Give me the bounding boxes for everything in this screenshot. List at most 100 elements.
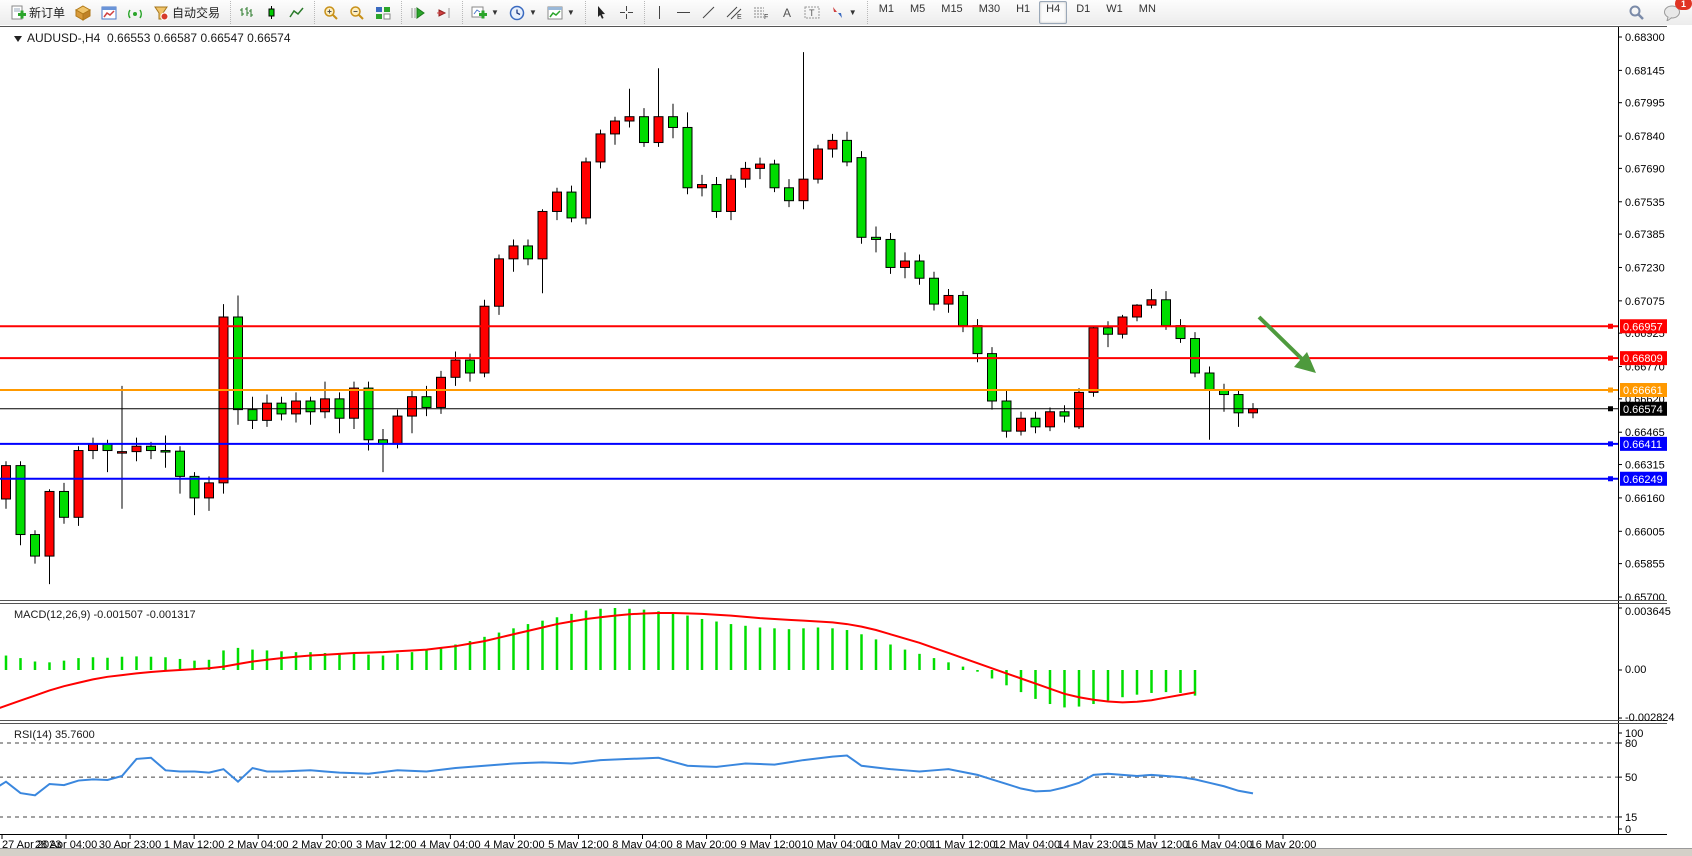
new-order-icon bbox=[10, 5, 26, 21]
horizontal-line-0.66957[interactable] bbox=[0, 323, 1618, 329]
auto-scroll-button[interactable] bbox=[405, 0, 431, 25]
svg-text:0.67690: 0.67690 bbox=[1625, 163, 1665, 175]
svg-text:0.67840: 0.67840 bbox=[1625, 131, 1665, 143]
svg-text:12 May 04:00: 12 May 04:00 bbox=[993, 839, 1060, 848]
clock-icon bbox=[509, 5, 525, 21]
svg-text:0.67385: 0.67385 bbox=[1625, 229, 1665, 241]
svg-text:0.65700: 0.65700 bbox=[1625, 592, 1665, 604]
window-bottom-edge bbox=[0, 848, 1692, 856]
svg-text:F: F bbox=[764, 14, 768, 20]
tile-windows-button[interactable] bbox=[370, 0, 396, 25]
svg-text:8 May 20:00: 8 May 20:00 bbox=[676, 839, 737, 848]
timeframe-M1[interactable]: M1 bbox=[878, 3, 894, 15]
signal-icon bbox=[127, 5, 143, 21]
arrows-icon bbox=[830, 5, 845, 20]
svg-text:0.66661: 0.66661 bbox=[1623, 385, 1663, 397]
zoom-in-button[interactable] bbox=[318, 0, 344, 25]
main-toolbar: 新订单 自动交易 ▼ ▼ ▼ bbox=[0, 0, 1692, 26]
horizontal-line-0.66411[interactable] bbox=[0, 441, 1618, 447]
price-label-0.66411: 0.66411 bbox=[1620, 436, 1667, 451]
horizontal-line-tool[interactable] bbox=[671, 0, 696, 25]
timeframe-H1[interactable]: H1 bbox=[1016, 3, 1031, 15]
svg-text:E: E bbox=[737, 14, 742, 20]
trend-arrow-annotation[interactable] bbox=[1257, 315, 1316, 373]
price-label-0.66661: 0.66661 bbox=[1620, 383, 1667, 398]
svg-text:0.66249: 0.66249 bbox=[1623, 474, 1663, 486]
bar-chart-mode-button[interactable] bbox=[234, 0, 259, 25]
rsi-panel[interactable] bbox=[0, 742, 1618, 818]
timeframe-MN[interactable]: MN bbox=[1138, 3, 1156, 15]
timeframe-M15[interactable]: M15 bbox=[941, 3, 963, 15]
chart-window-icon bbox=[101, 5, 117, 21]
timeframe-M30[interactable]: M30 bbox=[978, 3, 1001, 15]
svg-text:-0.002824: -0.002824 bbox=[1625, 712, 1675, 724]
svg-text:0.66005: 0.66005 bbox=[1625, 526, 1665, 538]
chart-symbol-header[interactable]: AUDUSD-,H4 0.66553 0.66587 0.66547 0.665… bbox=[14, 31, 291, 45]
svg-text:50: 50 bbox=[1625, 772, 1637, 784]
cube-icon bbox=[75, 4, 92, 21]
symbol-title: AUDUSD-,H4 bbox=[27, 31, 101, 45]
svg-text:0.68300: 0.68300 bbox=[1625, 32, 1665, 44]
cursor-tool-button[interactable] bbox=[589, 0, 614, 25]
text-label-tool[interactable]: T bbox=[799, 0, 825, 25]
templates-button[interactable]: ▼ bbox=[542, 0, 580, 25]
macd-panel[interactable] bbox=[0, 608, 1197, 711]
horizontal-line-0.66574[interactable] bbox=[0, 406, 1618, 412]
svg-text:30 Apr 23:00: 30 Apr 23:00 bbox=[99, 839, 161, 848]
indicators-button[interactable]: ▼ bbox=[466, 0, 504, 25]
bar-chart-icon bbox=[239, 5, 254, 20]
svg-text:1 May 12:00: 1 May 12:00 bbox=[164, 839, 225, 848]
zoom-in-icon bbox=[323, 5, 339, 21]
line-chart-mode-button[interactable] bbox=[284, 0, 309, 25]
svg-text:0.66315: 0.66315 bbox=[1625, 460, 1665, 472]
chart-canvas[interactable]: 0.68300 0.68145 0.67995 0.67840 0.67690 0.675… bbox=[0, 25, 1692, 848]
horizontal-line-0.66809[interactable] bbox=[0, 355, 1618, 361]
indicators-icon bbox=[471, 5, 488, 21]
svg-text:0.66957: 0.66957 bbox=[1623, 321, 1663, 333]
horizontal-line-0.66249[interactable] bbox=[0, 476, 1618, 482]
vertical-line-tool[interactable] bbox=[648, 0, 671, 25]
indicators-dropdown-arrow: ▼ bbox=[491, 8, 499, 17]
chart-shift-button[interactable] bbox=[431, 0, 457, 25]
zoom-out-icon bbox=[349, 5, 365, 21]
svg-text:14 May 23:00: 14 May 23:00 bbox=[1058, 839, 1125, 848]
svg-text:0.66574: 0.66574 bbox=[1623, 404, 1663, 416]
svg-text:0.65855: 0.65855 bbox=[1625, 559, 1665, 571]
chart-window-button[interactable] bbox=[96, 0, 122, 25]
periods-button[interactable]: ▼ bbox=[504, 0, 542, 25]
arrows-tool[interactable]: ▼ bbox=[825, 0, 862, 25]
candlestick-mode-button[interactable] bbox=[259, 0, 284, 25]
text-tool[interactable]: A bbox=[775, 0, 799, 25]
new-order-label: 新订单 bbox=[29, 6, 66, 20]
search-button[interactable] bbox=[1623, 0, 1650, 25]
trendline-tool[interactable] bbox=[696, 0, 721, 25]
rsi-name: RSI(14) bbox=[14, 729, 52, 741]
market-watch-button[interactable] bbox=[70, 0, 96, 25]
svg-text:0.68145: 0.68145 bbox=[1625, 65, 1665, 77]
templates-dropdown-arrow: ▼ bbox=[566, 8, 575, 17]
svg-text:0.67535: 0.67535 bbox=[1625, 197, 1665, 209]
vertical-line-icon bbox=[653, 5, 666, 20]
horizontal-line-icon bbox=[676, 6, 691, 19]
timeframe-M5[interactable]: M5 bbox=[910, 3, 926, 15]
equidistant-channel-tool[interactable]: E bbox=[721, 0, 748, 25]
svg-text:11 May 12:00: 11 May 12:00 bbox=[930, 839, 996, 848]
zoom-out-button[interactable] bbox=[344, 0, 370, 25]
timeframe-H4[interactable]: H4 bbox=[1039, 1, 1068, 24]
svg-text:0.67230: 0.67230 bbox=[1625, 262, 1665, 274]
notifications-button[interactable]: 1 bbox=[1658, 0, 1692, 25]
crosshair-tool-button[interactable] bbox=[614, 0, 639, 25]
text-icon: A bbox=[780, 5, 794, 20]
svg-text:0.003645: 0.003645 bbox=[1625, 606, 1671, 618]
svg-text:0: 0 bbox=[1625, 824, 1631, 836]
text-label-icon: T bbox=[804, 5, 820, 20]
auto-trading-button[interactable]: 自动交易 bbox=[148, 0, 225, 25]
timeframe-W1[interactable]: W1 bbox=[1106, 3, 1123, 15]
timeframe-D1[interactable]: D1 bbox=[1076, 3, 1091, 15]
new-order-button[interactable]: 新订单 bbox=[5, 0, 70, 25]
cursor-icon bbox=[594, 5, 609, 20]
signal-button[interactable] bbox=[122, 0, 148, 25]
fibonacci-tool[interactable]: F bbox=[748, 0, 775, 25]
horizontal-line-0.66661[interactable] bbox=[0, 387, 1618, 393]
